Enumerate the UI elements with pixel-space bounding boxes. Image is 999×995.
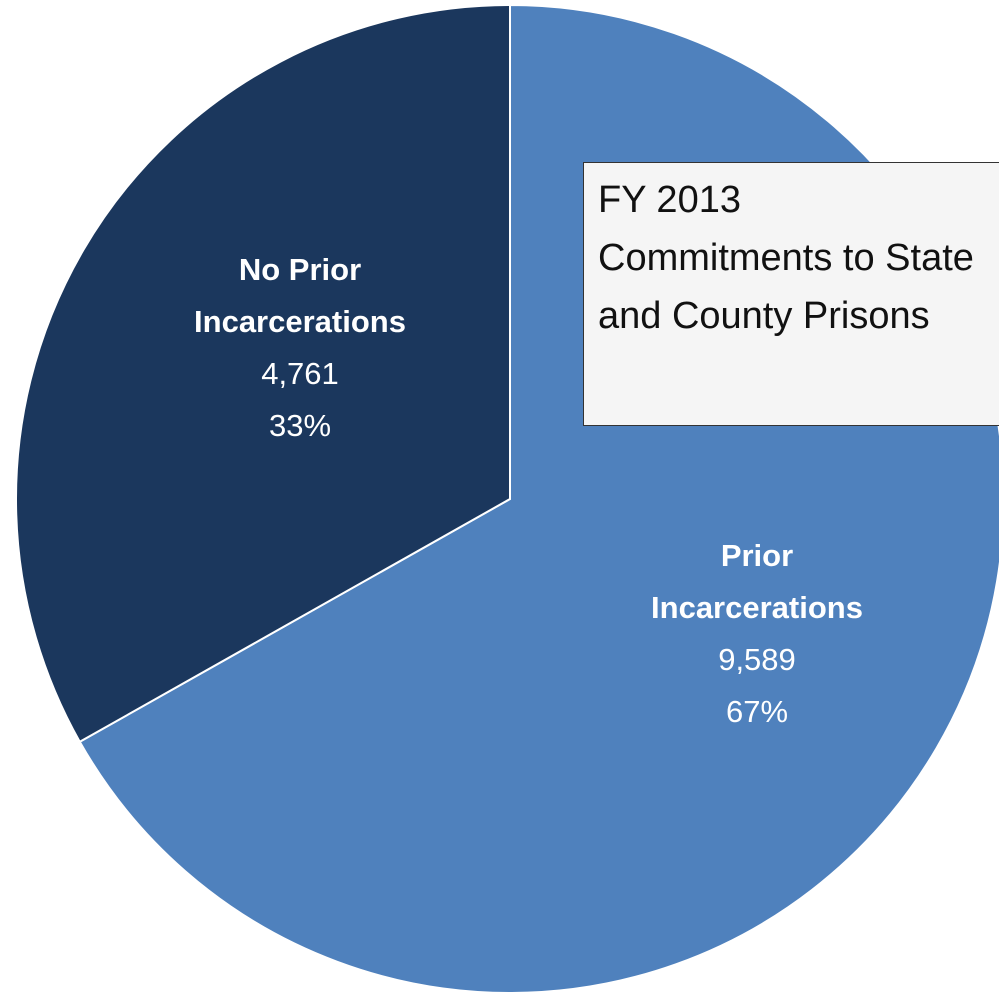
- percentage-label: 67%: [725, 694, 789, 729]
- percentage-label: 33%: [268, 408, 332, 443]
- pie-slice: [15, 3, 511, 744]
- value-label: 9,589: [718, 642, 796, 677]
- slice-label: Prior Incarcerations 9,589 67%: [612, 530, 902, 738]
- chart-title: FY 2013 Commitments to State and County …: [598, 179, 974, 337]
- category-label: Prior Incarcerations: [651, 538, 863, 625]
- category-label: No Prior Incarcerations: [194, 252, 406, 339]
- value-label: 4,761: [261, 356, 339, 391]
- title-box: FY 2013 Commitments to State and County …: [583, 162, 999, 426]
- slice-label: No Prior Incarcerations 4,761 33%: [155, 244, 445, 452]
